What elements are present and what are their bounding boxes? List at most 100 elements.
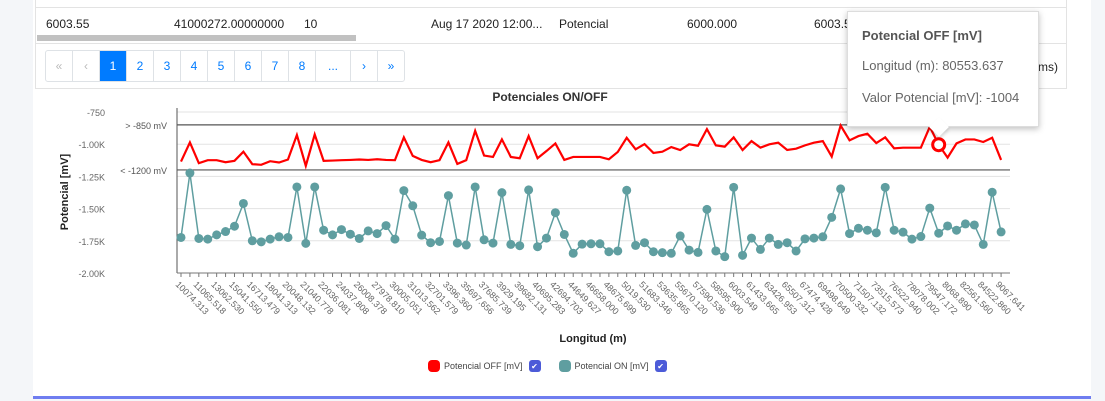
tooltip-longitud: Longitud (m): 80553.637 xyxy=(862,58,1004,73)
data-point-on xyxy=(238,198,248,208)
data-point-on xyxy=(729,182,739,192)
table-cell: 10 xyxy=(304,17,318,31)
page-4-button[interactable]: 4 xyxy=(181,51,208,81)
table-row: 6003.55 41000272.00000000 10 Aug 17 2020… xyxy=(36,7,1066,44)
table-cell: 6003.5 xyxy=(814,17,851,31)
data-point-on xyxy=(533,242,543,252)
data-point-on xyxy=(987,187,997,197)
check-icon: ✔ xyxy=(657,361,664,371)
first-page-button[interactable]: « xyxy=(46,51,73,81)
data-point-on xyxy=(399,186,409,196)
horizontal-scrollbar[interactable] xyxy=(37,35,356,41)
table-cell: 6000.000 xyxy=(687,17,738,31)
data-point-on xyxy=(960,219,970,229)
data-point-on xyxy=(640,238,650,248)
legend-label-on[interactable]: Potencial ON [mV] xyxy=(574,361,649,371)
page-6-button[interactable]: 6 xyxy=(235,51,262,81)
data-point-on xyxy=(969,220,979,230)
data-point-on xyxy=(328,230,338,240)
data-point-on xyxy=(310,182,320,192)
y-axis-label: Potencial [mV] xyxy=(59,153,71,230)
data-point-on xyxy=(604,247,614,257)
data-point-on xyxy=(256,237,266,247)
data-point-on xyxy=(996,227,1006,237)
data-point-on xyxy=(827,212,837,222)
data-point-on xyxy=(176,232,186,242)
data-point-on xyxy=(845,229,855,239)
highlighted-point xyxy=(931,137,947,153)
data-point-on xyxy=(363,226,373,236)
table-cell: 6003.55 xyxy=(46,17,90,31)
data-point-on xyxy=(372,229,382,239)
data-point-on xyxy=(809,233,819,243)
table-cell: Aug 17 2020 12:00... xyxy=(431,17,543,31)
data-point-on xyxy=(666,248,676,258)
tooltip: Potencial OFF [mV] Longitud (m): 80553.6… xyxy=(847,11,1039,127)
data-point-on xyxy=(452,238,462,248)
legend-checkbox-on[interactable]: ✔ xyxy=(654,360,667,372)
prev-page-button[interactable]: ‹ xyxy=(73,51,100,81)
page-5-button[interactable]: 5 xyxy=(208,51,235,81)
data-point-on xyxy=(836,184,846,194)
data-point-on xyxy=(943,221,953,231)
data-point-on xyxy=(470,182,480,192)
data-point-on xyxy=(925,203,935,213)
legend-label-off[interactable]: Potencial OFF [mV] xyxy=(444,361,523,371)
y-tick-label: -1.00K xyxy=(78,140,105,150)
data-point-on xyxy=(274,232,284,242)
table-cell: Potencial xyxy=(559,17,609,31)
data-point-on xyxy=(764,233,774,243)
data-point-on xyxy=(880,182,890,192)
page-7-button[interactable]: 7 xyxy=(262,51,289,81)
data-point-on xyxy=(443,191,453,201)
data-point-on xyxy=(675,231,685,241)
tooltip-valor: Valor Potencial [mV]: -1004 xyxy=(862,90,1020,105)
y-tick-label: -750 xyxy=(87,108,105,118)
data-point-on xyxy=(978,239,988,249)
last-page-button[interactable]: » xyxy=(387,59,395,73)
pagination-info: ms) xyxy=(1038,60,1058,74)
data-point-on xyxy=(435,236,445,246)
data-point-on xyxy=(613,246,623,256)
data-point-on xyxy=(283,232,293,242)
page-8-button[interactable]: 8 xyxy=(289,51,316,81)
data-point-on xyxy=(212,230,222,240)
data-point-on xyxy=(390,234,400,244)
series-line-off xyxy=(180,122,1003,170)
data-point-on xyxy=(515,241,525,251)
data-point-on xyxy=(693,247,703,257)
data-point-on xyxy=(506,239,516,249)
data-point-on xyxy=(907,234,917,244)
y-tick-label: -2.00K xyxy=(78,269,105,279)
data-point-on xyxy=(301,238,311,248)
page-2-button[interactable]: 2 xyxy=(127,51,154,81)
ellipsis-button[interactable]: ... xyxy=(316,51,351,81)
data-point-on xyxy=(336,225,346,235)
data-point-on xyxy=(319,225,329,235)
data-point-on xyxy=(657,248,667,258)
data-point-on xyxy=(292,182,302,192)
data-point-on xyxy=(952,225,962,235)
chart-legend: Potencial OFF [mV] ✔ Potencial ON [mV] ✔ xyxy=(428,360,685,372)
data-point-on xyxy=(622,185,632,195)
data-point-on xyxy=(577,239,587,249)
page-1-button[interactable]: 1 xyxy=(100,51,127,81)
next-page-button[interactable]: › xyxy=(351,51,378,81)
legend-checkbox-off[interactable]: ✔ xyxy=(528,360,541,372)
table-cell: 41000272.00000000 xyxy=(174,17,285,31)
pagination: « ‹ 1 2 3 4 5 6 7 8 ... › » xyxy=(45,50,405,82)
data-point-on xyxy=(684,245,694,255)
data-point-on xyxy=(194,233,204,243)
data-point-on xyxy=(345,229,355,239)
data-point-on xyxy=(461,240,471,250)
data-point-on xyxy=(247,236,257,246)
data-point-on xyxy=(559,229,569,239)
data-point-on xyxy=(934,228,944,238)
page-3-button[interactable]: 3 xyxy=(154,51,181,81)
reference-line-label: > -850 mV xyxy=(125,121,167,131)
data-point-on xyxy=(417,230,427,240)
data-point-on xyxy=(738,250,748,260)
data-point-on xyxy=(702,204,712,214)
legend-swatch-on xyxy=(558,360,571,372)
